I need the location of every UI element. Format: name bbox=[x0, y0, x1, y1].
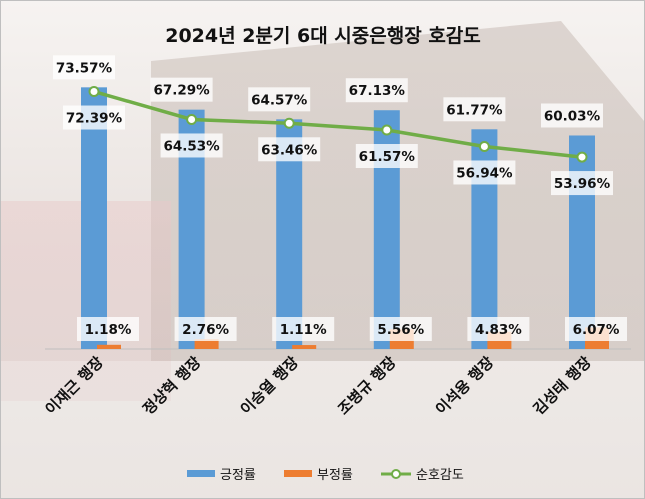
bar-negative bbox=[292, 345, 317, 349]
bar-positive bbox=[81, 87, 107, 349]
bar-negative bbox=[97, 344, 121, 349]
legend-net-marker bbox=[391, 469, 401, 479]
label-negative: 1.11% bbox=[280, 322, 327, 338]
line-net bbox=[93, 89, 583, 159]
label-negative: 6.07% bbox=[573, 322, 620, 338]
label-positive: 67.29% bbox=[153, 83, 210, 99]
chart-title: 2024년 2분기 6대 시중은행장 호감도 bbox=[165, 25, 481, 47]
category-label: 김성태 행장 bbox=[530, 353, 595, 418]
point-net bbox=[186, 113, 198, 125]
legend-net-label: 순호감도 bbox=[416, 468, 464, 483]
legend-negative-label: 부정률 bbox=[317, 468, 353, 483]
label-negative-bg bbox=[77, 317, 139, 341]
label-positive-bg bbox=[150, 77, 213, 102]
label-negative-bg bbox=[369, 317, 432, 341]
bar-positive bbox=[569, 135, 595, 349]
label-net-bg bbox=[63, 105, 125, 130]
label-negative-bg bbox=[467, 317, 530, 341]
point-net bbox=[283, 117, 295, 129]
label-negative-bg bbox=[174, 317, 237, 341]
label-positive-bg bbox=[443, 97, 506, 122]
label-positive: 64.57% bbox=[251, 92, 308, 108]
category-label: 정상혁 행장 bbox=[139, 353, 204, 418]
label-negative: 4.83% bbox=[475, 322, 522, 338]
point-net bbox=[381, 124, 393, 136]
label-positive-bg bbox=[248, 87, 311, 112]
label-net: 53.96% bbox=[554, 176, 611, 192]
label-positive-bg bbox=[345, 78, 408, 103]
label-net-bg bbox=[258, 137, 321, 162]
label-negative-bg bbox=[565, 317, 627, 341]
label-net: 72.39% bbox=[66, 111, 123, 127]
label-negative: 2.76% bbox=[182, 322, 229, 338]
label-positive: 67.13% bbox=[349, 83, 406, 99]
point-net bbox=[478, 140, 490, 152]
label-positive-bg bbox=[53, 55, 115, 80]
legend-positive-swatch bbox=[187, 470, 215, 477]
label-positive: 73.57% bbox=[56, 60, 113, 76]
category-label: 이석용 행장 bbox=[432, 353, 497, 418]
label-positive: 60.03% bbox=[544, 108, 601, 124]
label-net-bg bbox=[453, 160, 516, 185]
legend-negative-swatch bbox=[284, 470, 312, 477]
label-net-bg bbox=[355, 144, 418, 169]
legend-positive-label: 긍정률 bbox=[220, 468, 256, 483]
legend: 긍정률 부정률 순호감도 bbox=[187, 468, 464, 483]
category-label: 이승열 행장 bbox=[237, 353, 302, 418]
point-net bbox=[576, 151, 588, 163]
label-net-bg bbox=[551, 171, 613, 196]
label-negative: 1.18% bbox=[85, 322, 132, 338]
category-label: 이재근 행장 bbox=[42, 353, 107, 418]
label-negative: 5.56% bbox=[377, 322, 424, 338]
label-net: 63.46% bbox=[261, 142, 318, 158]
label-positive-bg bbox=[541, 103, 603, 128]
label-positive: 61.77% bbox=[446, 102, 503, 118]
bar-negative bbox=[194, 339, 219, 349]
label-negative-bg bbox=[272, 317, 335, 341]
point-net bbox=[88, 86, 100, 98]
label-net: 64.53% bbox=[163, 138, 220, 154]
category-label: 조병규 행장 bbox=[334, 353, 399, 418]
label-net-bg bbox=[160, 133, 223, 158]
label-net: 56.94% bbox=[456, 165, 513, 181]
label-net: 61.57% bbox=[359, 149, 416, 165]
